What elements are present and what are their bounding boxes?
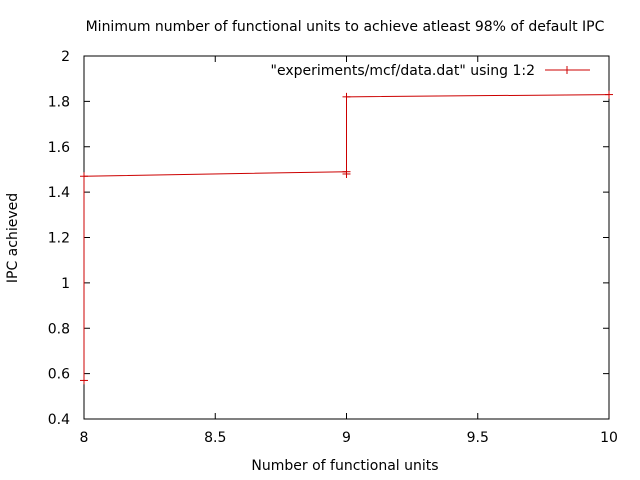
data-point: [342, 169, 351, 178]
y-tick-label: 0.6: [48, 367, 70, 383]
x-axis-label: Number of functional units: [251, 458, 438, 474]
x-tick-label: 9.5: [467, 430, 489, 446]
x-axis: 8 8.5 9 9.5 10: [80, 56, 618, 446]
data-point: [80, 376, 88, 385]
series-layer: [80, 90, 613, 385]
y-axis: 0.4 0.6 0.8 1 1.2 1.4 1.6 1.8 2: [48, 49, 609, 428]
chart-title: Minimum number of functional units to ac…: [86, 19, 605, 35]
y-tick-label: 1.6: [48, 140, 70, 156]
legend-plus-marker: [563, 66, 571, 74]
x-tick-label: 8.5: [204, 430, 226, 446]
y-tick-label: 0.4: [48, 412, 70, 428]
data-point: [342, 92, 351, 101]
legend-entry-marker: [563, 66, 571, 74]
y-tick-label: 0.8: [48, 321, 70, 337]
y-tick-label: 1.2: [48, 231, 70, 247]
x-tick-label: 9: [342, 430, 351, 446]
legend: "experiments/mcf/data.dat" using 1:2: [271, 63, 590, 79]
x-tick-label: 8: [80, 430, 89, 446]
y-tick-label: 1.4: [48, 185, 70, 201]
data-point: [605, 90, 613, 99]
y-tick-label: 1.8: [48, 94, 70, 110]
series-line: [83, 94, 610, 381]
x-tick-label: 10: [600, 430, 618, 446]
data-point: [80, 172, 88, 181]
y-tick-label: 2: [61, 49, 70, 65]
y-tick-label: 1: [61, 276, 70, 292]
legend-entry-label: "experiments/mcf/data.dat" using 1:2: [271, 63, 535, 79]
y-axis-label: IPC achieved: [5, 193, 21, 283]
